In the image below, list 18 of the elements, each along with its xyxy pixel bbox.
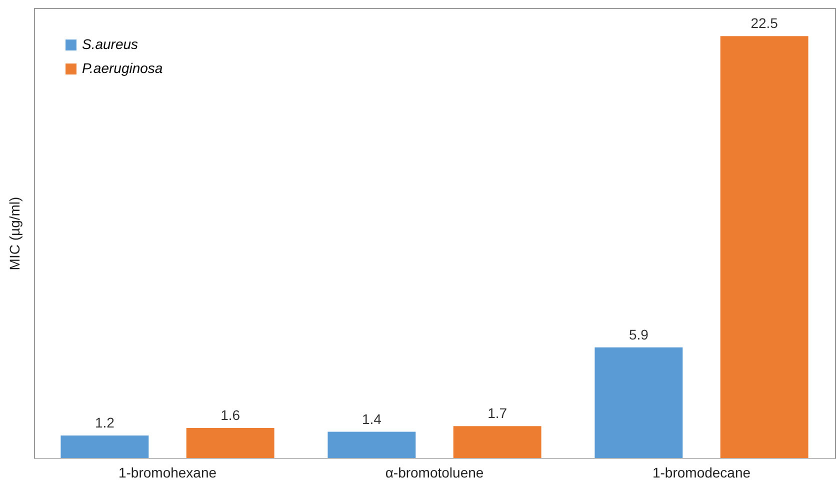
data-label: 5.9 — [628, 326, 649, 342]
x-tick-label: 1-bromohexane — [118, 464, 217, 480]
bar — [328, 432, 416, 458]
bar — [60, 436, 149, 458]
data-label: 1.2 — [94, 414, 115, 430]
legend-label: S.aureus — [82, 36, 138, 52]
x-tick-label: 1-bromodecane — [652, 464, 751, 480]
bar — [186, 428, 274, 458]
bar — [453, 426, 542, 458]
data-label: 22.5 — [750, 15, 778, 32]
data-label: 1.4 — [362, 410, 382, 427]
legend-label: P.aeruginosa — [82, 60, 163, 76]
x-tick-label: α-bromotoluene — [385, 464, 484, 480]
data-label: 1.6 — [220, 407, 240, 423]
y-axis-title: MIC (µg/ml) — [6, 196, 22, 270]
bar — [720, 36, 808, 458]
bar — [594, 347, 683, 458]
data-label: 1.7 — [488, 405, 508, 422]
